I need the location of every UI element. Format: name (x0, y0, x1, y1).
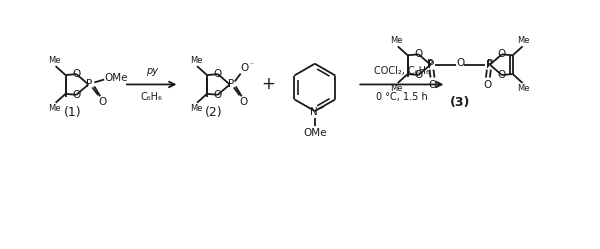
Text: O: O (484, 80, 492, 90)
Text: O: O (241, 63, 249, 73)
Text: P: P (227, 79, 234, 89)
Text: OMe: OMe (104, 72, 128, 82)
Text: +: + (262, 75, 275, 93)
Text: Me: Me (391, 84, 403, 93)
Text: Me: Me (49, 104, 61, 113)
Text: C₆H₆: C₆H₆ (141, 92, 163, 102)
Text: O: O (239, 97, 248, 107)
Text: Me: Me (49, 56, 61, 65)
Text: (1): (1) (64, 106, 82, 119)
Text: ⁻: ⁻ (250, 60, 254, 69)
Text: +: + (318, 105, 323, 110)
Text: P: P (427, 59, 434, 69)
Text: O: O (72, 90, 80, 100)
Text: O: O (72, 69, 80, 79)
Text: py: py (146, 65, 158, 76)
Text: O: O (497, 49, 506, 59)
Text: P: P (487, 59, 493, 69)
Text: 0 °C, 1.5 h: 0 °C, 1.5 h (376, 92, 428, 102)
Text: P: P (486, 60, 492, 70)
Text: Me: Me (190, 56, 202, 65)
Text: COCl₂, C₆H₆: COCl₂, C₆H₆ (374, 65, 430, 76)
Text: N: N (310, 107, 318, 117)
Text: OMe: OMe (303, 128, 326, 138)
Text: O: O (428, 80, 437, 90)
Text: O: O (214, 69, 222, 79)
Text: (2): (2) (205, 106, 223, 119)
Text: P: P (86, 79, 92, 89)
Text: (3): (3) (450, 96, 470, 109)
Text: O: O (214, 90, 222, 100)
Text: O: O (497, 70, 506, 80)
Text: O: O (415, 70, 422, 80)
Text: O: O (415, 49, 422, 59)
Text: O: O (456, 58, 464, 68)
Text: Me: Me (517, 84, 530, 93)
Text: O: O (98, 97, 106, 107)
Text: Me: Me (190, 104, 202, 113)
Text: Me: Me (391, 36, 403, 45)
Text: Me: Me (517, 36, 530, 45)
Text: P: P (428, 60, 434, 70)
